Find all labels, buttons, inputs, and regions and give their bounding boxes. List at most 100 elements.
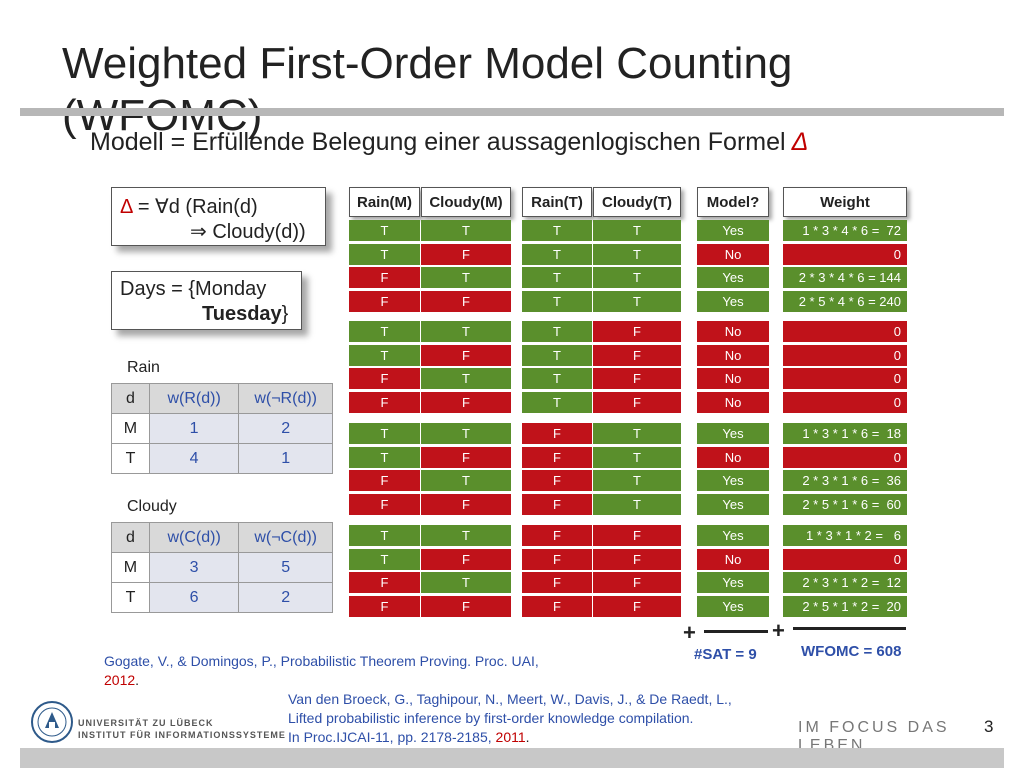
university-seal-icon — [30, 700, 74, 749]
university-name: UNIVERSITÄT ZU LÜBECK INSTITUT FÜR INFORM… — [78, 717, 286, 741]
truth-value-cell: F — [349, 391, 420, 413]
truth-value-cell: T — [421, 220, 511, 241]
title-divider — [20, 108, 1004, 116]
cloudy-header-neg: w(¬C(d)) — [238, 522, 333, 553]
footer-bar — [20, 748, 1004, 768]
truth-value-cell: T — [421, 470, 511, 491]
formula-line1: = ∀d (Rain(d) — [132, 196, 258, 218]
header-rain-m: Rain(M) — [349, 187, 420, 217]
cloudy-header-d: d — [111, 522, 150, 553]
truth-value-cell: F — [349, 572, 420, 593]
weight-cell: 1 * 3 * 4 * 6 = 72 — [783, 220, 907, 241]
truth-value-cell: T — [349, 344, 420, 366]
truth-value-cell: T — [349, 548, 420, 570]
weight-cell: 0 — [783, 368, 907, 389]
cloudy-row-neg: 5 — [238, 552, 333, 583]
truth-value-cell: F — [421, 595, 511, 617]
page-number: 3 — [984, 717, 994, 736]
rain-row-d: T — [111, 443, 150, 474]
rain-row-pos: 4 — [148, 443, 240, 474]
truth-value-cell: T — [349, 321, 420, 342]
truth-value-cell: F — [593, 321, 681, 342]
sat-count: #SAT = 9 — [694, 646, 757, 663]
wfomc-total: WFOMC = 608 — [801, 643, 902, 660]
weight-cell: 0 — [783, 391, 907, 413]
model-cell: No — [697, 243, 769, 265]
truth-value-cell: T — [522, 368, 592, 389]
truth-value-cell: F — [421, 391, 511, 413]
reference-vdb-line3: In Proc.IJCAI-11, pp. 2178-2185, — [288, 729, 496, 745]
truth-value-cell: F — [421, 493, 511, 515]
cloudy-table-label: Cloudy — [127, 498, 177, 515]
truth-value-cell: T — [522, 344, 592, 366]
truth-value-cell: T — [593, 470, 681, 491]
truth-value-cell: T — [522, 391, 592, 413]
truth-value-cell: F — [522, 470, 592, 491]
rain-row-pos: 1 — [148, 413, 240, 444]
truth-value-cell: F — [593, 548, 681, 570]
truth-value-cell: T — [349, 220, 420, 241]
truth-value-cell: T — [349, 525, 420, 546]
model-cell: Yes — [697, 423, 769, 444]
header-cloudy-m: Cloudy(M) — [421, 187, 511, 217]
truth-value-cell: F — [421, 344, 511, 366]
truth-value-cell: F — [522, 548, 592, 570]
model-cell: No — [697, 368, 769, 389]
days-line1: Days = {Monday — [120, 278, 267, 300]
truth-value-cell: F — [593, 525, 681, 546]
truth-value-cell: F — [522, 493, 592, 515]
truth-value-cell: T — [593, 446, 681, 468]
days-close-brace: } — [281, 303, 289, 325]
rain-row-neg: 2 — [238, 413, 333, 444]
subtitle-text: Modell = Erfüllende Belegung einer aussa… — [90, 128, 786, 156]
truth-value-cell: T — [593, 423, 681, 444]
header-cloudy-t: Cloudy(T) — [593, 187, 681, 217]
truth-value-cell: T — [421, 267, 511, 288]
reference-vdb-line2: Lifted probabilistic inference by first-… — [288, 710, 694, 726]
wfomc-plus-sign: + — [772, 618, 785, 643]
truth-value-cell: T — [349, 446, 420, 468]
truth-value-cell: T — [421, 572, 511, 593]
reference-vdb-end: . — [525, 729, 530, 745]
truth-value-cell: F — [349, 267, 420, 288]
truth-value-cell: F — [349, 595, 420, 617]
weight-cell: 0 — [783, 446, 907, 468]
header-model: Model? — [697, 187, 769, 217]
days-box: Days = {Monday Tuesday} — [111, 271, 302, 330]
truth-value-cell: T — [522, 220, 592, 241]
cloudy-row-pos: 6 — [148, 582, 240, 613]
truth-value-cell: F — [349, 470, 420, 491]
truth-value-cell: F — [349, 368, 420, 389]
truth-value-cell: F — [421, 243, 511, 265]
reference-gogate: Gogate, V., & Domingos, P., Probabilisti… — [104, 652, 604, 690]
university-line2: INSTITUT FÜR INFORMATIONSSYSTEME — [78, 730, 286, 740]
weight-cell: 0 — [783, 321, 907, 342]
truth-value-cell: T — [522, 290, 592, 312]
model-cell: Yes — [697, 595, 769, 617]
truth-value-cell: F — [522, 595, 592, 617]
truth-value-cell: F — [593, 595, 681, 617]
university-line1: UNIVERSITÄT ZU LÜBECK — [78, 718, 214, 728]
rain-header-neg: w(¬R(d)) — [238, 383, 333, 414]
days-tuesday: Tuesday — [202, 303, 282, 325]
truth-value-cell: T — [593, 267, 681, 288]
weight-cell: 2 * 5 * 4 * 6 = 240 — [783, 290, 907, 312]
rain-header-d: d — [111, 383, 150, 414]
truth-value-cell: T — [593, 220, 681, 241]
weight-cell: 1 * 3 * 1 * 6 = 18 — [783, 423, 907, 444]
truth-value-cell: F — [522, 446, 592, 468]
reference-vdb-line1: Van den Broeck, G., Taghipour, N., Meert… — [288, 691, 732, 707]
truth-value-cell: F — [349, 493, 420, 515]
truth-value-cell: T — [522, 267, 592, 288]
sat-sum-line — [704, 630, 768, 633]
truth-value-cell: F — [421, 446, 511, 468]
cloudy-row-d: M — [111, 552, 150, 583]
truth-value-cell: F — [593, 344, 681, 366]
model-cell: Yes — [697, 290, 769, 312]
cloudy-header-pos: w(C(d)) — [148, 522, 240, 553]
weight-cell: 2 * 3 * 1 * 6 = 36 — [783, 470, 907, 491]
model-cell: No — [697, 548, 769, 570]
cloudy-row-neg: 2 — [238, 582, 333, 613]
weight-cell: 2 * 5 * 1 * 2 = 20 — [783, 595, 907, 617]
rain-table-label: Rain — [127, 359, 160, 376]
